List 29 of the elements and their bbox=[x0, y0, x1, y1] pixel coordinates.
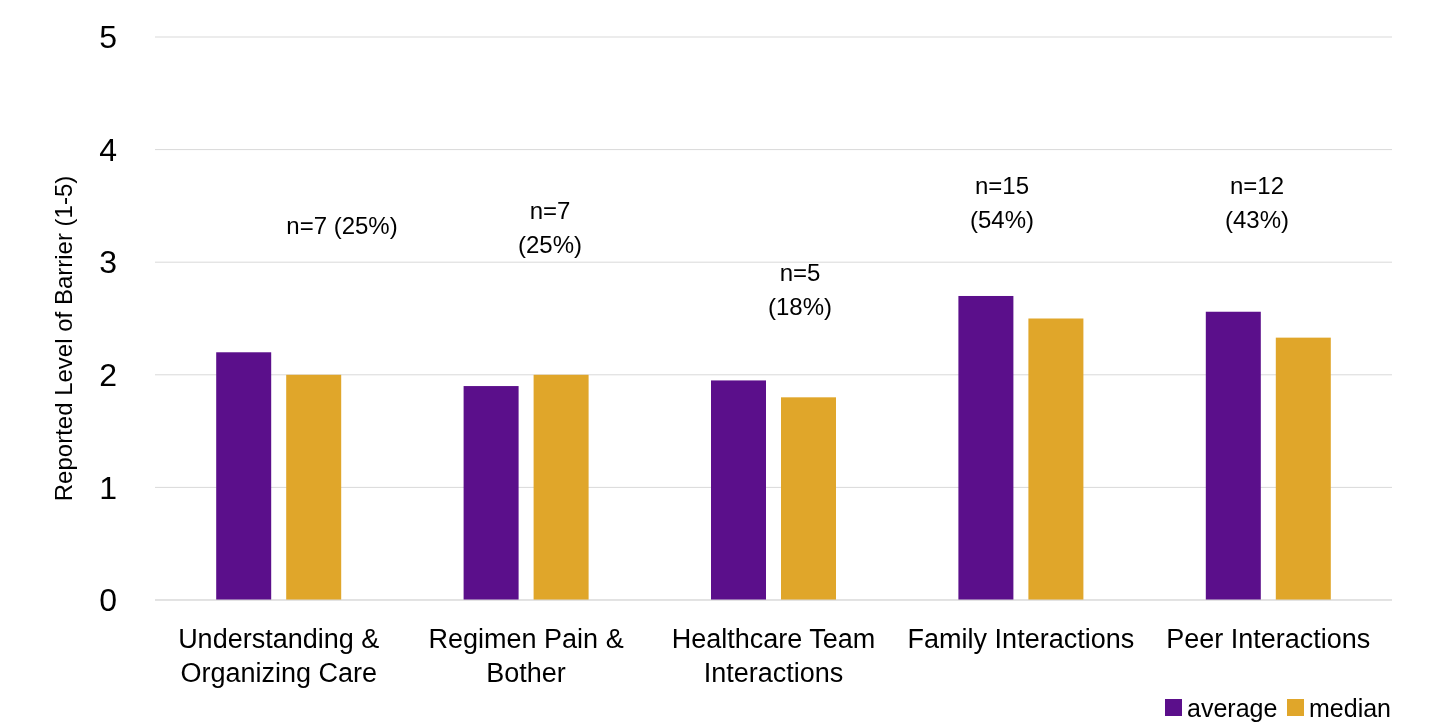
bar bbox=[711, 380, 766, 600]
y-axis-title: Reported Level of Barrier (1-5) bbox=[50, 175, 77, 502]
annotation: n=7 (25%) bbox=[286, 212, 398, 240]
annotation: n=12 (43%) bbox=[1224, 172, 1290, 234]
bar bbox=[533, 374, 589, 600]
legend-label: median bbox=[1309, 693, 1391, 722]
bar bbox=[1275, 337, 1331, 600]
y-tick-label: 5 bbox=[99, 19, 117, 56]
bar bbox=[216, 352, 272, 600]
y-tick-label: 2 bbox=[99, 357, 117, 393]
bar bbox=[286, 374, 342, 600]
bar bbox=[781, 397, 836, 600]
annotation: n=15 (54%) bbox=[969, 172, 1035, 234]
legend-label: average bbox=[1187, 693, 1278, 722]
y-tick-label: 0 bbox=[99, 582, 117, 619]
y-tick-label: 3 bbox=[99, 244, 117, 281]
bar bbox=[1028, 318, 1084, 600]
y-tick-label: 4 bbox=[99, 131, 117, 168]
bar bbox=[463, 386, 519, 600]
bar bbox=[958, 295, 1014, 600]
x-tick-label: Family Interactions bbox=[907, 624, 1135, 654]
x-tick-label: Peer Interactions bbox=[1166, 624, 1371, 654]
y-tick-label: 1 bbox=[99, 469, 117, 506]
x-tick-label: Understanding & Organizing Care bbox=[178, 624, 380, 688]
annotation: n=7 (25%) bbox=[517, 197, 583, 259]
x-tick-label: Healthcare Team Interactions bbox=[671, 624, 876, 688]
x-tick-label: Regimen Pain & Bother bbox=[428, 624, 624, 688]
annotation: n=5 (18%) bbox=[767, 259, 833, 321]
bar bbox=[1205, 311, 1261, 600]
